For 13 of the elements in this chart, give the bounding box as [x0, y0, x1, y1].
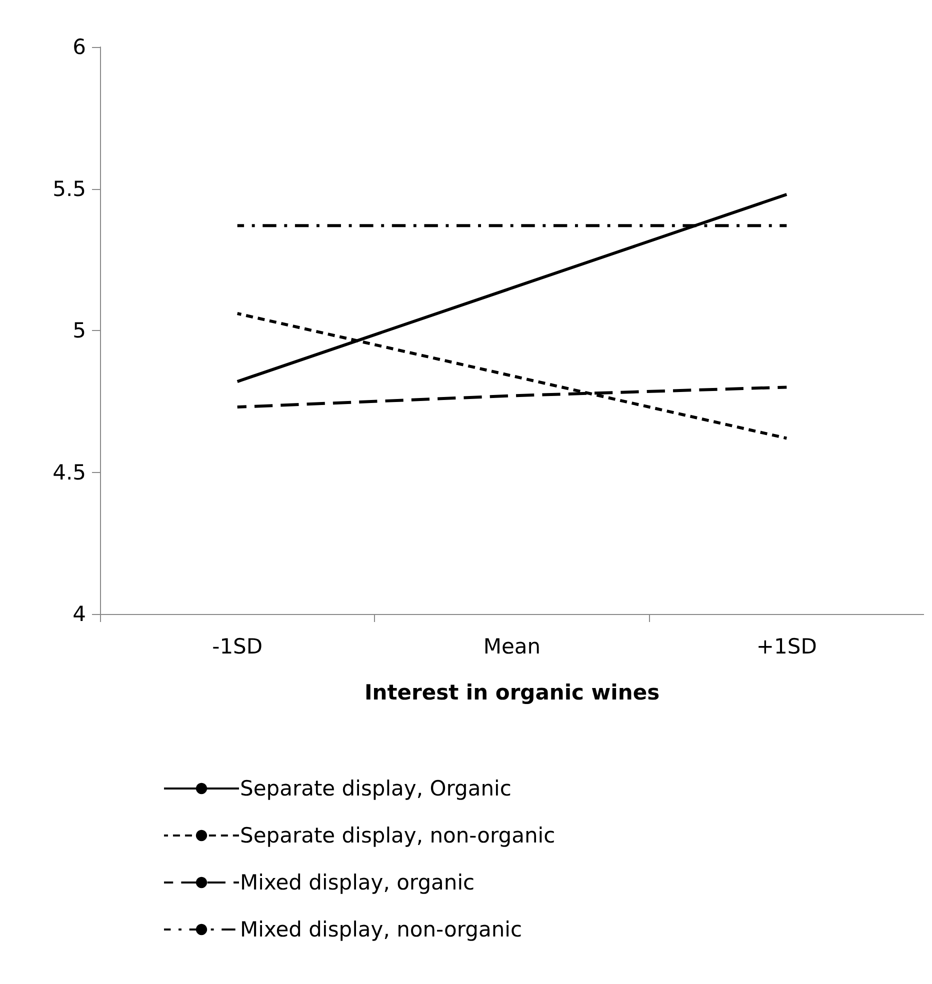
y-tick-label: 4 — [72, 602, 86, 626]
legend-label: Mixed display, organic — [240, 870, 475, 894]
legend-label: Mixed display, non-organic — [240, 918, 522, 942]
y-tick-label: 6 — [72, 35, 86, 59]
legend-label: Separate display, Organic — [240, 776, 512, 800]
x-axis-title: Interest in organic wines — [364, 680, 660, 704]
x-tick-label: Mean — [483, 634, 541, 658]
x-tick-label: -1SD — [212, 634, 263, 658]
y-tick-label: 5.5 — [52, 176, 86, 201]
x-tick-label: +1SD — [756, 634, 817, 658]
legend-label: Separate display, non-organic — [240, 824, 556, 848]
y-tick-label: 4.5 — [52, 460, 86, 484]
y-tick-label: 5 — [72, 318, 86, 342]
